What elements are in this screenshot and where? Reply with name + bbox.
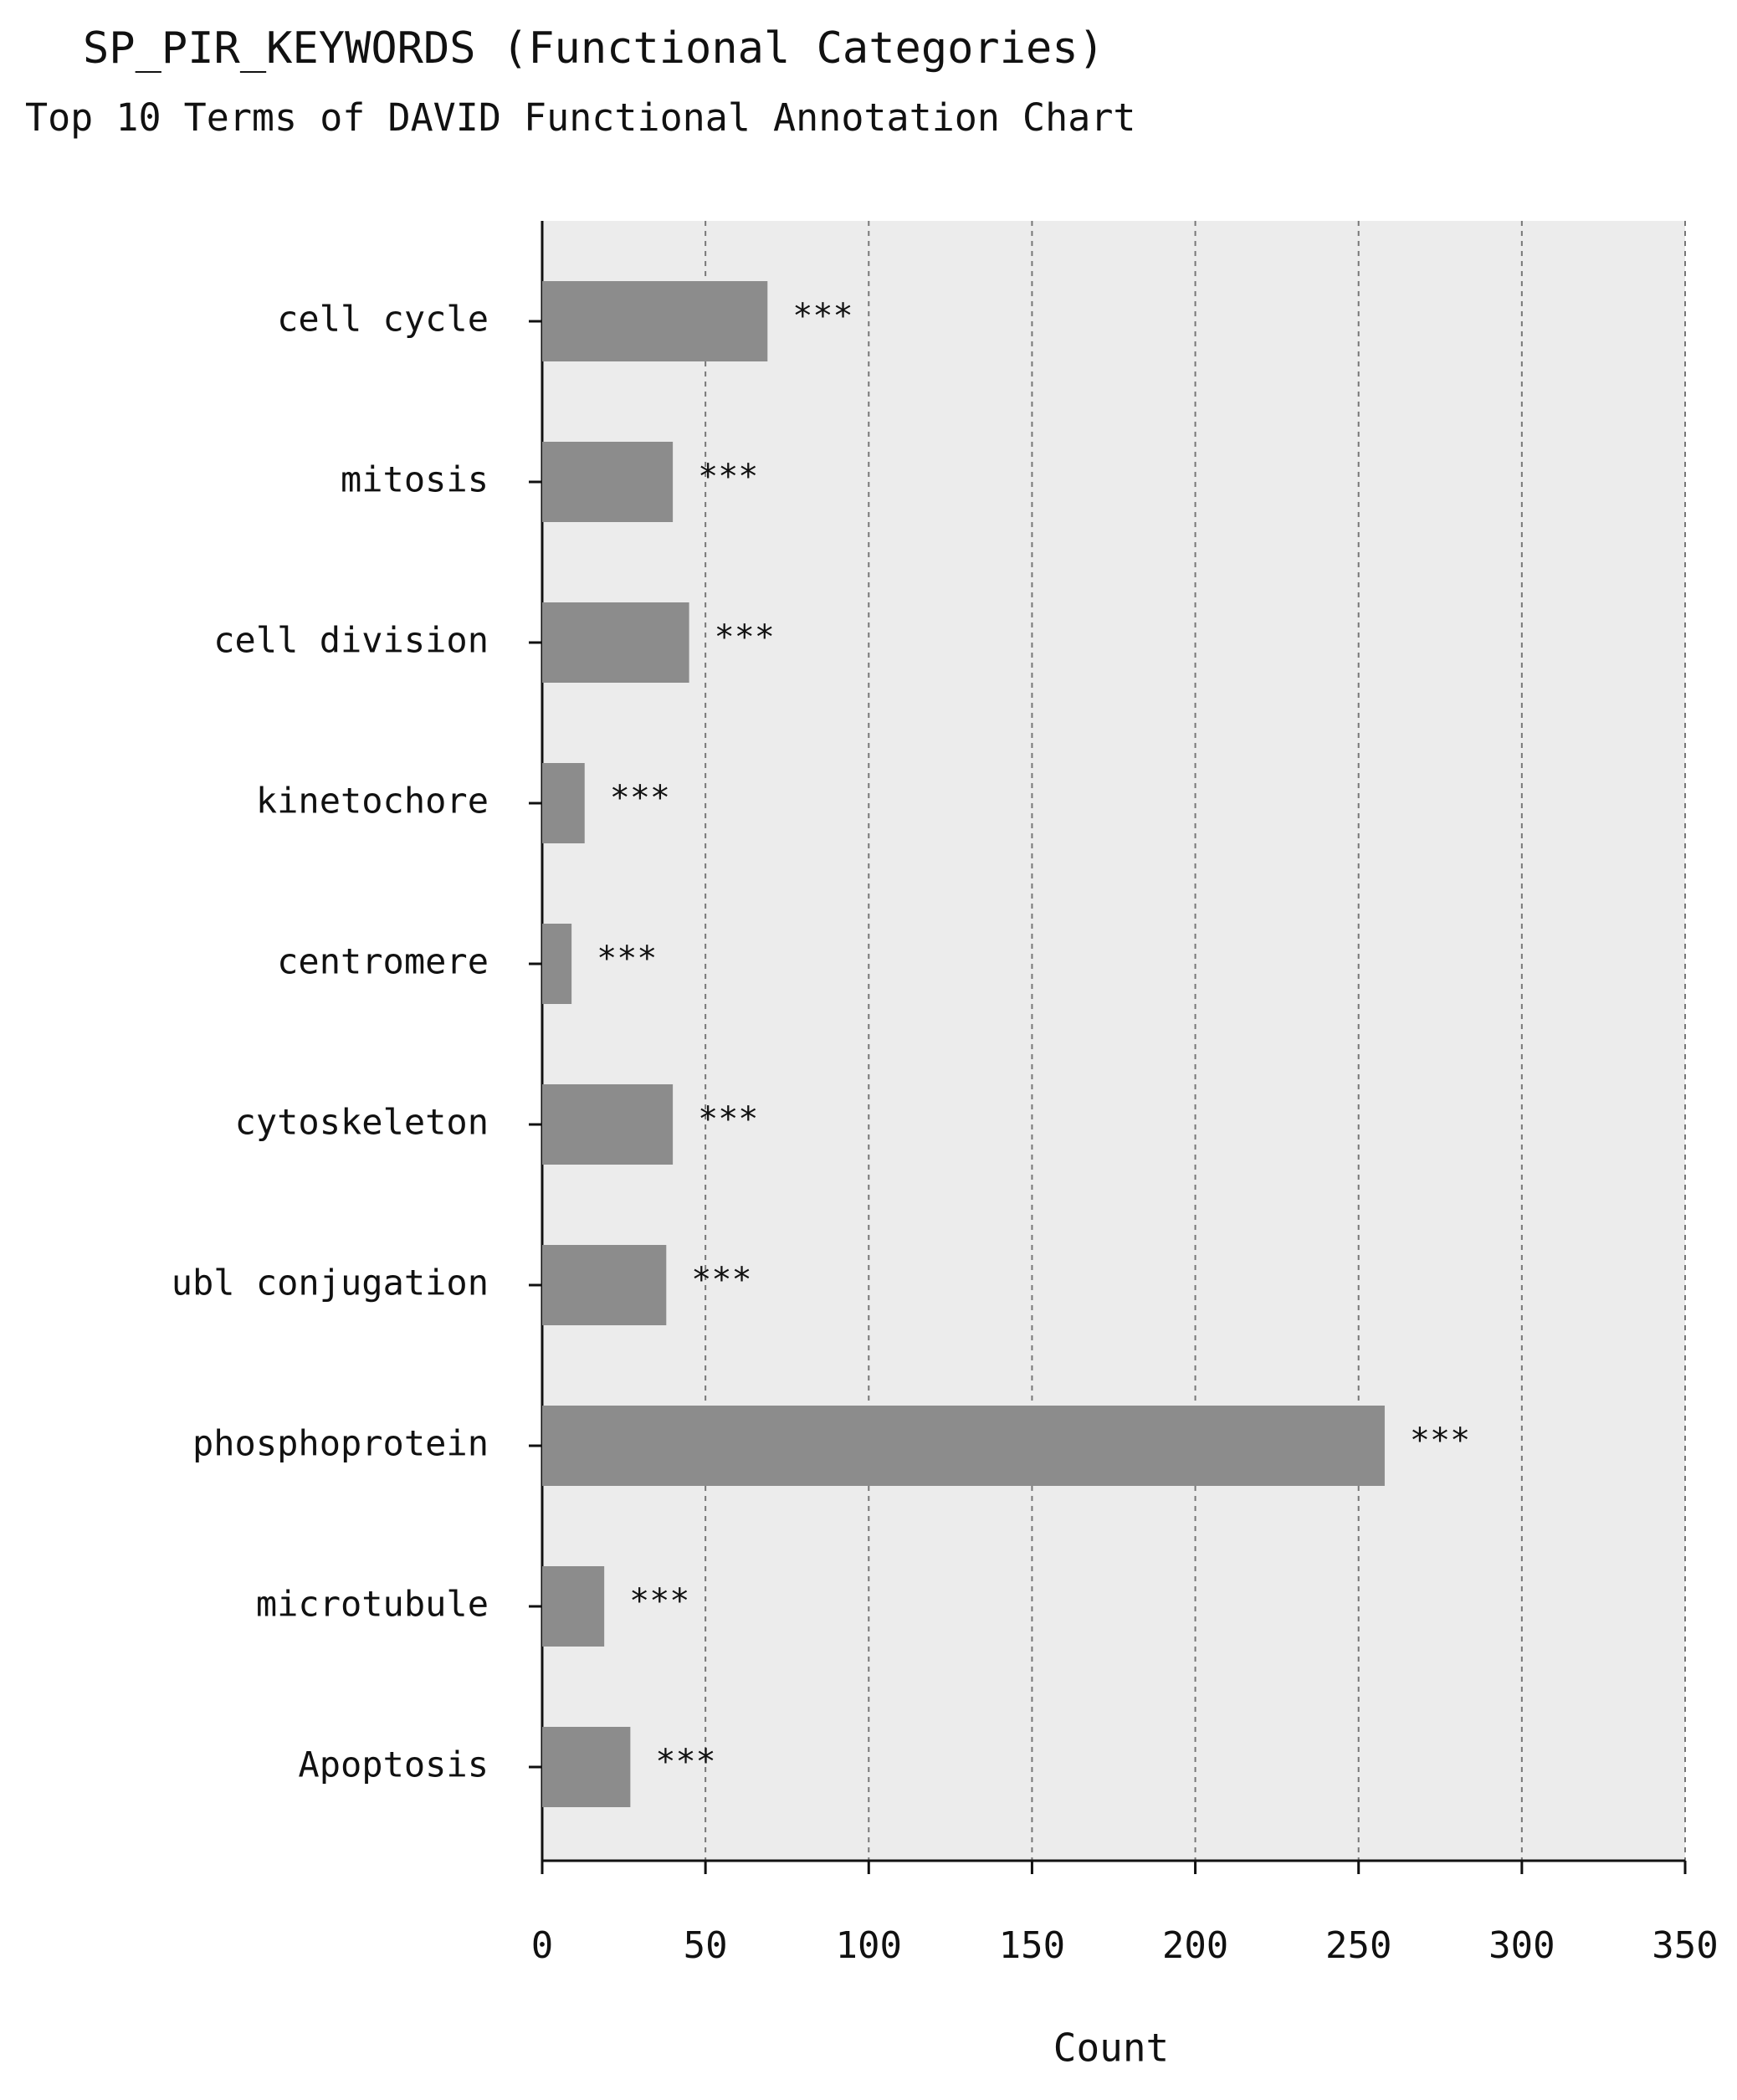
bar <box>542 442 674 522</box>
x-tick-label: 350 <box>1652 1924 1718 1967</box>
significance-label: *** <box>610 779 670 817</box>
chart-title: SP_PIR_KEYWORDS (Functional Categories) <box>83 23 1104 74</box>
bar <box>542 1727 631 1807</box>
significance-label: *** <box>698 1100 758 1139</box>
y-tick-label: mitosis <box>341 459 489 500</box>
significance-label: *** <box>698 458 758 496</box>
y-tick-label: kinetochore <box>256 781 489 822</box>
significance-label: *** <box>792 297 853 335</box>
bar <box>542 924 572 1004</box>
bar <box>542 1566 605 1647</box>
y-tick-label: cytoskeleton <box>235 1102 489 1143</box>
x-tick-label: 200 <box>1162 1924 1228 1967</box>
bar <box>542 602 689 683</box>
significance-label: *** <box>1410 1421 1470 1460</box>
bar <box>542 1406 1385 1486</box>
bar <box>542 763 585 843</box>
significance-label: *** <box>691 1261 751 1299</box>
x-tick-label: 150 <box>999 1924 1065 1967</box>
y-tick-label: cell division <box>213 620 489 661</box>
bar <box>542 1084 674 1165</box>
x-tick-label: 0 <box>531 1924 554 1967</box>
y-tick-label: phosphoprotein <box>192 1423 489 1464</box>
x-tick-label: 50 <box>684 1924 728 1967</box>
y-tick-label: microtubule <box>256 1584 489 1625</box>
significance-label: *** <box>655 1743 715 1781</box>
x-tick-label: 300 <box>1488 1924 1555 1967</box>
y-tick-label: centromere <box>277 941 489 982</box>
y-tick-label: Apoptosis <box>298 1744 489 1785</box>
plot-background <box>542 221 1685 1861</box>
bar <box>542 281 768 361</box>
x-tick-label: 100 <box>836 1924 902 1967</box>
x-tick-label: 250 <box>1325 1924 1391 1967</box>
significance-label: *** <box>597 940 657 978</box>
bar <box>542 1245 667 1325</box>
y-tick-label: ubl conjugation <box>172 1263 489 1304</box>
y-tick-label: cell cycle <box>277 299 489 340</box>
chart-subtitle: Top 10 Terms of DAVID Functional Annotat… <box>25 95 1136 140</box>
significance-label: *** <box>715 618 775 657</box>
significance-label: *** <box>629 1582 689 1621</box>
x-axis-label: Count <box>1053 2026 1169 2071</box>
